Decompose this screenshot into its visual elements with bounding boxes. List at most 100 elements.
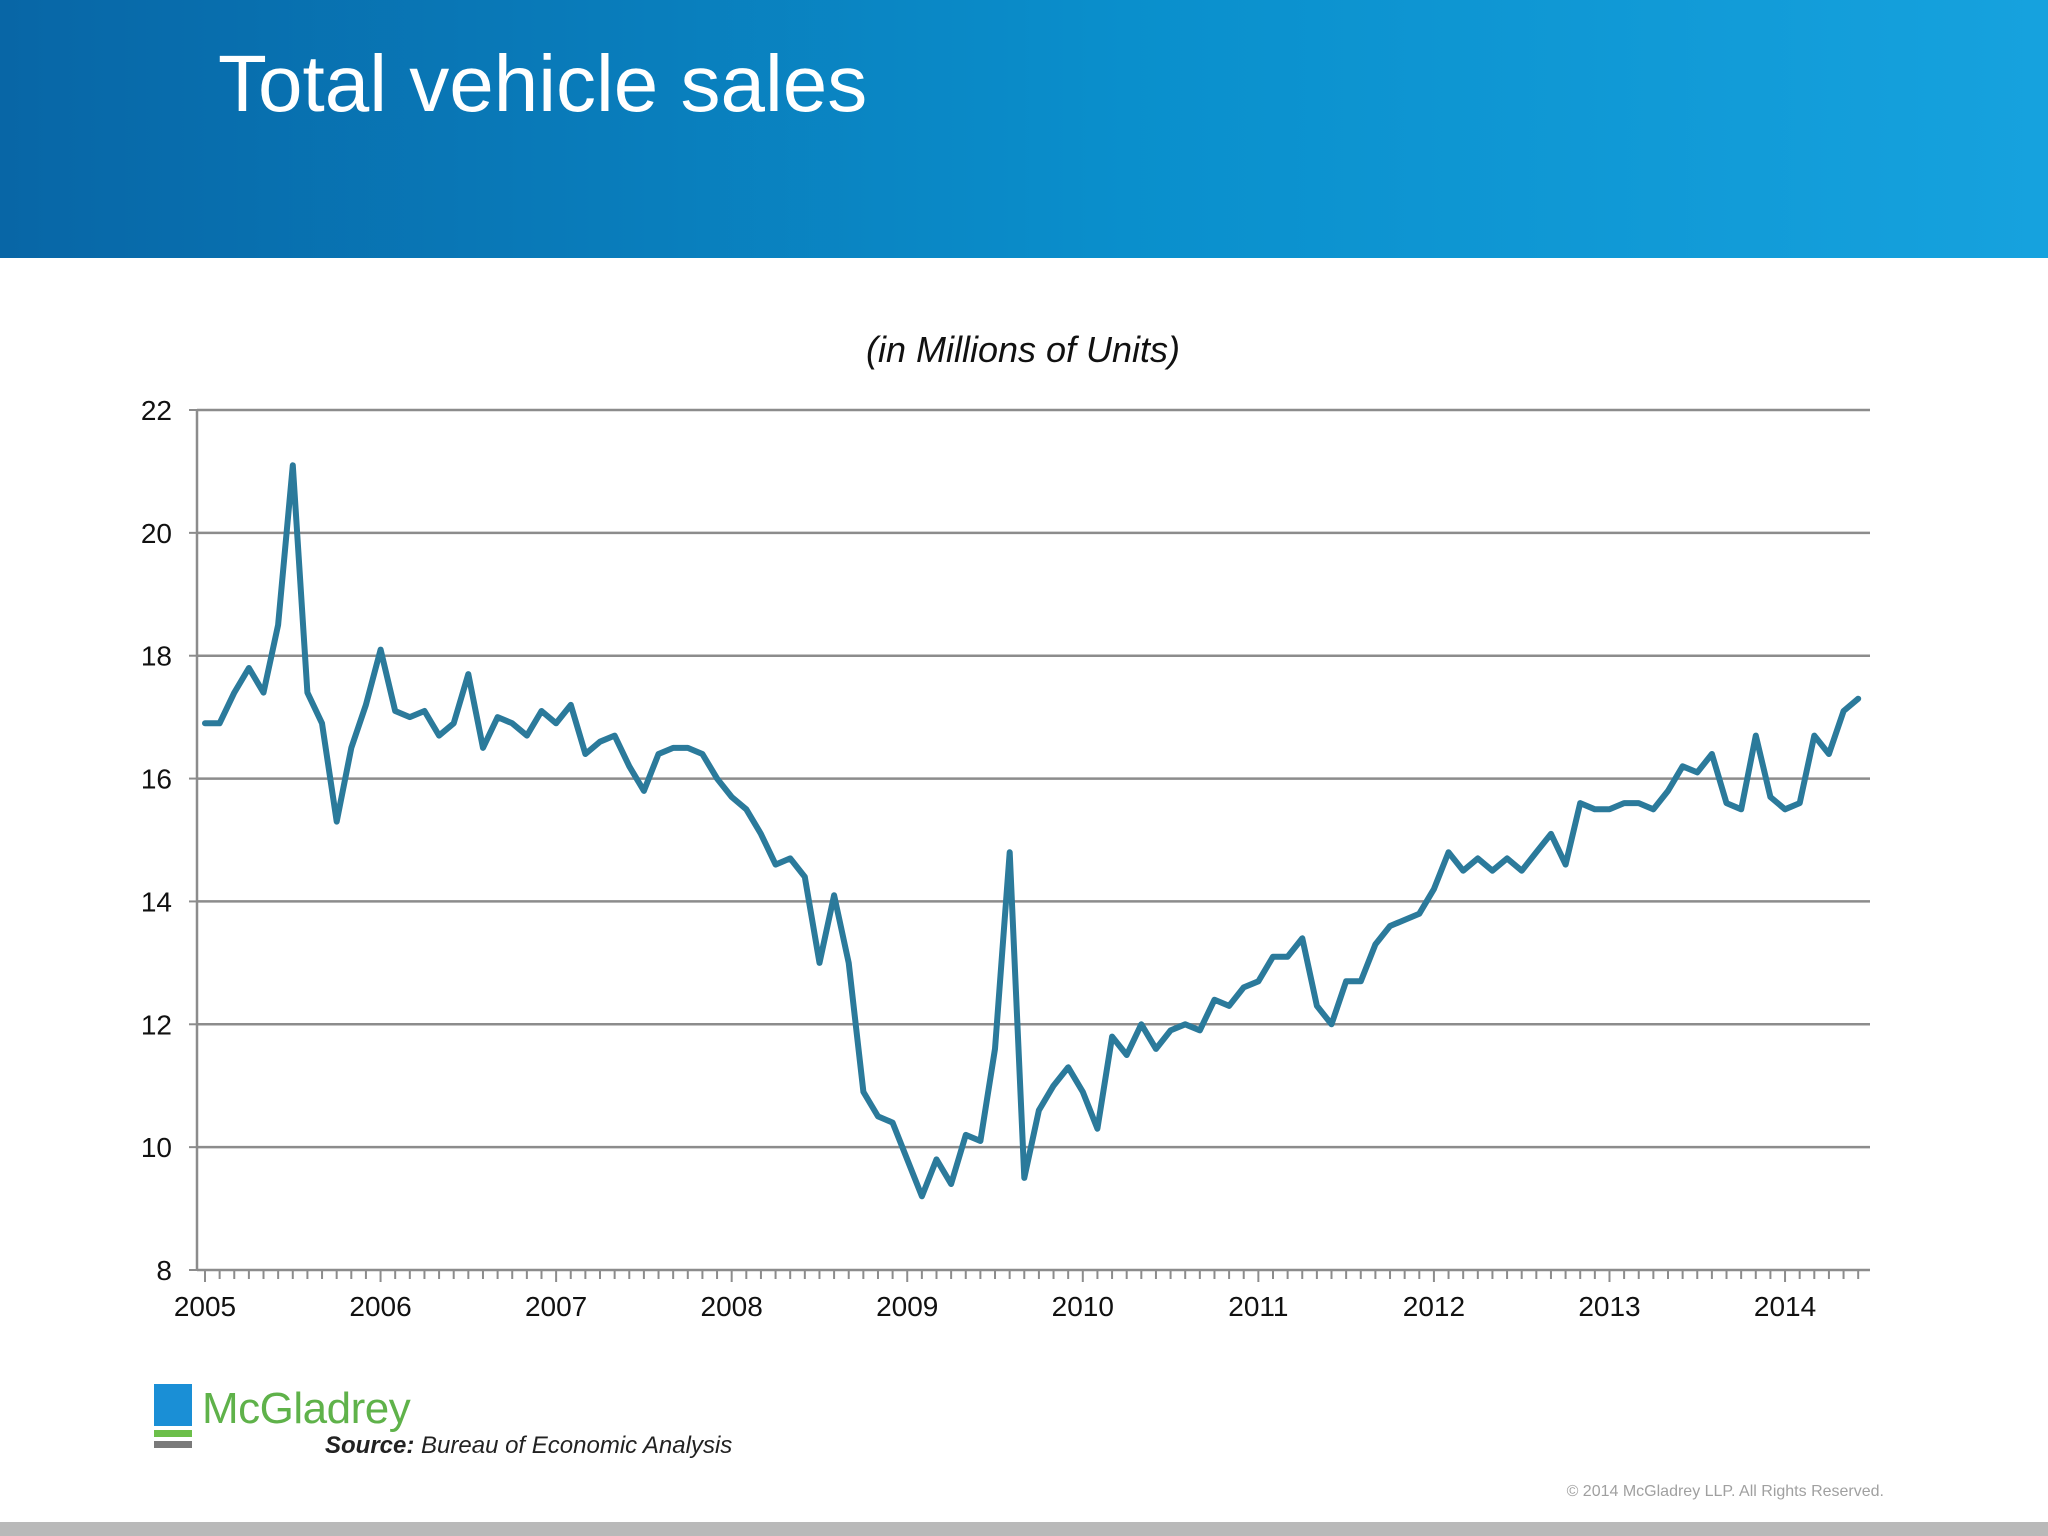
- data-point: [977, 1138, 984, 1144]
- data-point: [304, 690, 310, 696]
- data-point: [1811, 733, 1817, 739]
- data-point: [641, 788, 647, 794]
- copyright-notice: © 2014 McGladrey LLP. All Rights Reserve…: [1566, 1483, 1884, 1500]
- source-note: Source: Bureau of Economic Analysis: [325, 1432, 732, 1460]
- data-point: [421, 708, 428, 714]
- data-point: [1372, 941, 1378, 948]
- data-point: [802, 874, 808, 880]
- data-point: [1021, 1175, 1027, 1181]
- data-point: [743, 806, 749, 812]
- x-tick-label-2014: 2014: [1754, 1291, 1816, 1322]
- data-point: [231, 690, 237, 696]
- data-point: [1109, 1034, 1115, 1040]
- data-point: [1182, 1021, 1188, 1027]
- data-point: [1665, 788, 1671, 794]
- data-point: [1416, 911, 1422, 917]
- data-point: [655, 751, 662, 757]
- data-point: [217, 720, 223, 726]
- data-point: [1782, 806, 1788, 812]
- line-chart: (in Millions of Units) 8 10 12 14 16 18 20 22 2…: [141, 329, 1870, 1322]
- y-tick-label: 14: [141, 886, 172, 917]
- data-point: [1431, 886, 1437, 892]
- source-text: Bureau of Economic Analysis: [414, 1432, 733, 1459]
- data-point: [1723, 800, 1730, 806]
- data-point: [1343, 978, 1349, 984]
- data-point: [612, 733, 618, 739]
- data-point: [275, 622, 281, 628]
- data-point: [1606, 806, 1613, 812]
- data-point: [1753, 733, 1759, 739]
- data-point: [714, 776, 720, 782]
- data-point: [1285, 954, 1291, 960]
- data-point: [1797, 800, 1803, 806]
- y-tick-labels: 8 10 12 14 16 18 20 22: [141, 395, 172, 1286]
- data-point: [1241, 984, 1247, 991]
- data-point: [1314, 1003, 1320, 1009]
- data-point: [407, 714, 413, 720]
- data-point: [1636, 800, 1642, 806]
- data-point: [202, 720, 208, 726]
- data-point: [1094, 1126, 1100, 1132]
- data-point: [1211, 997, 1218, 1003]
- x-tick-label-2007: 2007: [525, 1291, 587, 1322]
- data-point: [1153, 1046, 1159, 1052]
- x-tick-labels: 2005 2006 2007 2008 2009 2010 2011 2012 2013 2014: [174, 1291, 1816, 1322]
- data-point: [787, 855, 793, 862]
- data-point: [392, 708, 398, 714]
- data-point: [436, 733, 442, 739]
- slide-title: Total vehicle sales: [218, 39, 868, 128]
- data-point: [1197, 1027, 1203, 1033]
- data-point: [1460, 868, 1466, 874]
- data-point: [1328, 1021, 1335, 1027]
- x-tick-label-2011: 2011: [1228, 1291, 1288, 1322]
- data-point: [1255, 978, 1261, 984]
- header-banner: Total vehicle sales: [0, 0, 2048, 258]
- y-tick-label: 8: [156, 1255, 172, 1286]
- data-point: [1738, 806, 1744, 812]
- y-tick-label: 10: [141, 1132, 172, 1163]
- data-point: [378, 647, 384, 653]
- data-point: [1694, 769, 1700, 775]
- data-point: [1519, 868, 1525, 874]
- x-tick-label-2012: 2012: [1403, 1291, 1465, 1322]
- data-point: [919, 1193, 925, 1199]
- footer-bar: [0, 1522, 2048, 1536]
- data-point: [670, 745, 676, 751]
- data-point: [699, 751, 706, 757]
- data-point: [319, 720, 325, 726]
- x-tick-label-2010: 2010: [1052, 1291, 1114, 1322]
- data-point: [363, 702, 369, 708]
- data-point: [465, 671, 471, 677]
- y-tick-label: 12: [141, 1009, 172, 1040]
- data-point: [1168, 1027, 1174, 1033]
- data-point: [992, 1046, 998, 1052]
- chart-title: (in Millions of Units): [866, 329, 1180, 370]
- data-point: [334, 819, 340, 825]
- data-point: [1650, 806, 1656, 812]
- data-point: [933, 1156, 940, 1162]
- data-point: [582, 751, 589, 757]
- data-point: [875, 1113, 881, 1119]
- data-point: [509, 720, 515, 726]
- data-point: [846, 960, 852, 966]
- logo-mark-icon: [154, 1384, 192, 1448]
- data-point: [1489, 868, 1495, 874]
- data-point: [1475, 855, 1481, 862]
- data-point: [1548, 831, 1554, 837]
- data-point: [480, 745, 486, 751]
- y-tick-label: 20: [141, 518, 172, 549]
- data-point: [290, 462, 296, 468]
- data-point: [538, 708, 545, 714]
- data-point: [1358, 978, 1364, 984]
- data-point: [1050, 1083, 1057, 1089]
- data-point: [860, 1089, 867, 1095]
- mcgladrey-logo: McGladrey: [150, 1382, 450, 1452]
- data-point: [597, 739, 603, 745]
- data-point: [1387, 923, 1393, 929]
- data-point: [451, 720, 457, 726]
- y-tick-label: 18: [141, 641, 172, 672]
- data-point: [1007, 849, 1013, 855]
- data-point: [1680, 763, 1686, 769]
- data-point: [831, 892, 837, 898]
- data-point: [626, 763, 632, 769]
